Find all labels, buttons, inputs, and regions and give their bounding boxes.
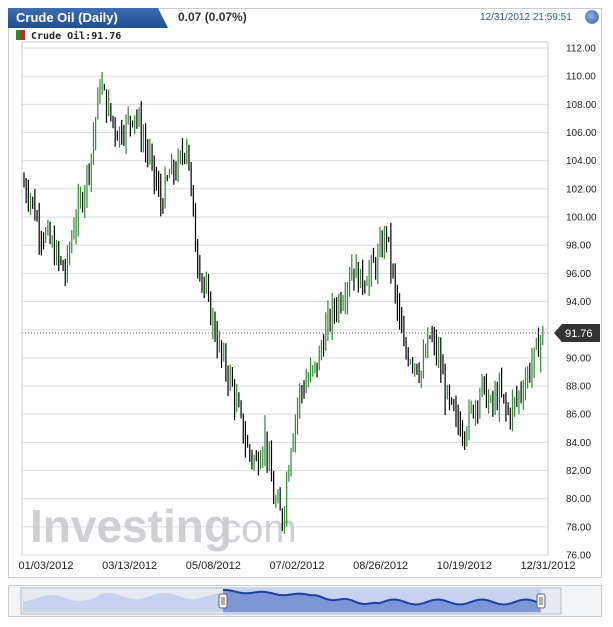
- last-value-label: 91.76: [565, 328, 593, 340]
- y-tick-label: 112.00: [566, 44, 596, 55]
- legend: Crude Oil:91.76: [16, 30, 121, 42]
- navigator-selected-area: [223, 589, 541, 612]
- y-tick-label: 84.00: [566, 438, 591, 449]
- x-tick-label: 08/26/2012: [353, 560, 408, 572]
- y-tick-label: 106.00: [566, 128, 597, 139]
- y-tick-label: 104.00: [566, 156, 597, 167]
- navigator-history-area: [23, 593, 223, 612]
- watermark-brand: Investing: [30, 500, 232, 552]
- x-tick-label: 05/08/2012: [186, 560, 241, 572]
- y-tick-label: 76.00: [566, 551, 591, 562]
- navigator-line: [222, 588, 540, 606]
- x-tick-label: 01/03/2012: [18, 560, 73, 572]
- y-tick-label: 108.00: [566, 100, 597, 111]
- x-tick-label: 10/19/2012: [437, 560, 492, 572]
- timestamp: 12/31/2012 21:59:51: [480, 12, 572, 23]
- navigator-handle-right[interactable]: [536, 593, 546, 609]
- y-tick-label: 82.00: [566, 466, 591, 477]
- price-change: 0.07 (0.07%): [178, 10, 247, 24]
- y-tick-label: 90.00: [566, 353, 591, 364]
- navigator-chart[interactable]: [9, 586, 603, 616]
- x-tick-label: 07/02/2012: [269, 560, 324, 572]
- y-tick-label: 100.00: [566, 213, 597, 224]
- navigator[interactable]: [8, 585, 602, 617]
- y-tick-label: 94.00: [566, 297, 591, 308]
- x-tick-label: 12/31/2012: [520, 560, 575, 572]
- y-tick-label: 86.00: [566, 410, 591, 421]
- y-tick-label: 98.00: [566, 241, 591, 252]
- refresh-icon[interactable]: [585, 10, 599, 24]
- chart-title-tab[interactable]: Crude Oil (Daily): [8, 8, 168, 28]
- plot-area: [21, 41, 549, 556]
- legend-swatch-icon: [16, 30, 25, 40]
- watermark-suffix: .com: [210, 507, 297, 551]
- y-tick-label: 88.00: [566, 382, 591, 393]
- y-tick-label: 102.00: [566, 184, 597, 195]
- y-tick-label: 110.00: [566, 72, 596, 83]
- last-value-flag: [554, 324, 600, 343]
- legend-label: Crude Oil:91.76: [31, 31, 122, 42]
- x-tick-label: 03/13/2012: [102, 560, 157, 572]
- y-tick-label: 80.00: [566, 494, 591, 505]
- y-tick-label: 96.00: [566, 269, 591, 280]
- y-tick-label: 78.00: [566, 522, 591, 533]
- navigator-handle-left[interactable]: [218, 593, 228, 609]
